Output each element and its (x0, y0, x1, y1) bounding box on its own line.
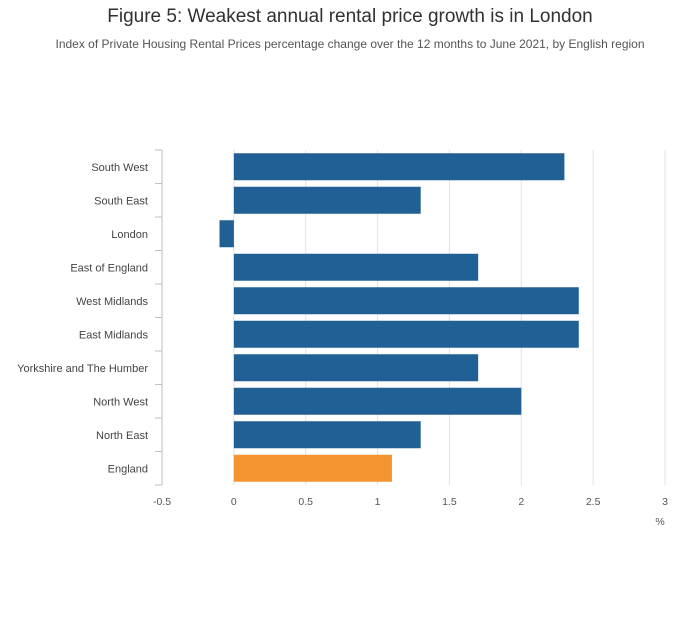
category-label: East Midlands (79, 329, 149, 341)
category-label: Yorkshire and The Humber (17, 363, 148, 375)
bar (233, 320, 579, 348)
bar (233, 253, 479, 281)
x-tick-label: 2.5 (586, 496, 601, 508)
category-label: North East (96, 430, 148, 442)
category-label: London (111, 229, 148, 241)
x-tick-label: -0.5 (153, 496, 171, 508)
chart-title: Figure 5: Weakest annual rental price gr… (107, 6, 593, 27)
bar (233, 454, 392, 482)
y-axis (155, 149, 163, 486)
category-label: North West (93, 396, 148, 408)
category-label: East of England (70, 262, 148, 274)
x-axis-label: % (655, 516, 664, 528)
x-tick-label: 3 (662, 496, 668, 508)
bar (233, 421, 421, 449)
category-label: South West (91, 162, 148, 174)
bar (219, 220, 234, 248)
x-tick-label: 0.5 (298, 496, 313, 508)
category-label: South East (94, 195, 148, 207)
category-label: West Midlands (76, 296, 148, 308)
bars (219, 153, 579, 482)
bar (233, 387, 522, 415)
x-axis-ticks: -0.5 0 0.5 1 1.5 2 2.5 3 (153, 496, 668, 508)
x-tick-label: 1 (375, 496, 381, 508)
bar (233, 287, 579, 315)
x-tick-label: 2 (518, 496, 524, 508)
x-tick-label: 0 (231, 496, 237, 508)
x-tick-label: 1.5 (442, 496, 457, 508)
category-label: England (108, 463, 148, 475)
bar (233, 354, 479, 382)
bar (233, 153, 565, 181)
category-labels: South West South East London East of Englan… (17, 162, 148, 476)
chart-subtitle: Index of Private Housing Rental Prices p… (55, 37, 645, 51)
bar (233, 186, 421, 214)
